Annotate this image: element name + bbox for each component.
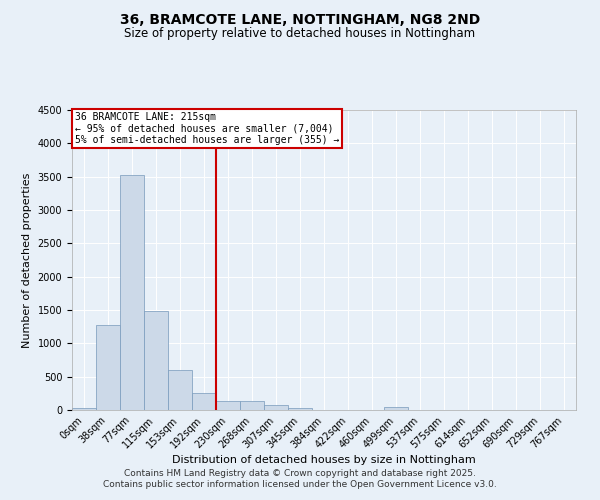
Bar	[120, 174, 144, 410]
Bar	[216, 400, 240, 410]
Bar	[384, 408, 408, 410]
Text: Contains HM Land Registry data © Crown copyright and database right 2025.: Contains HM Land Registry data © Crown c…	[124, 468, 476, 477]
Bar	[168, 370, 192, 410]
Text: Contains public sector information licensed under the Open Government Licence v3: Contains public sector information licen…	[103, 480, 497, 489]
Text: Size of property relative to detached houses in Nottingham: Size of property relative to detached ho…	[124, 28, 476, 40]
Bar	[144, 310, 168, 410]
Bar	[240, 402, 264, 410]
X-axis label: Distribution of detached houses by size in Nottingham: Distribution of detached houses by size …	[172, 456, 476, 466]
Bar	[288, 408, 312, 410]
Text: 36, BRAMCOTE LANE, NOTTINGHAM, NG8 2ND: 36, BRAMCOTE LANE, NOTTINGHAM, NG8 2ND	[120, 12, 480, 26]
Text: 36 BRAMCOTE LANE: 215sqm
← 95% of detached houses are smaller (7,004)
5% of semi: 36 BRAMCOTE LANE: 215sqm ← 95% of detach…	[74, 112, 339, 144]
Bar	[96, 326, 120, 410]
Bar	[264, 404, 288, 410]
Y-axis label: Number of detached properties: Number of detached properties	[22, 172, 32, 348]
Bar	[72, 408, 96, 410]
Bar	[192, 394, 216, 410]
